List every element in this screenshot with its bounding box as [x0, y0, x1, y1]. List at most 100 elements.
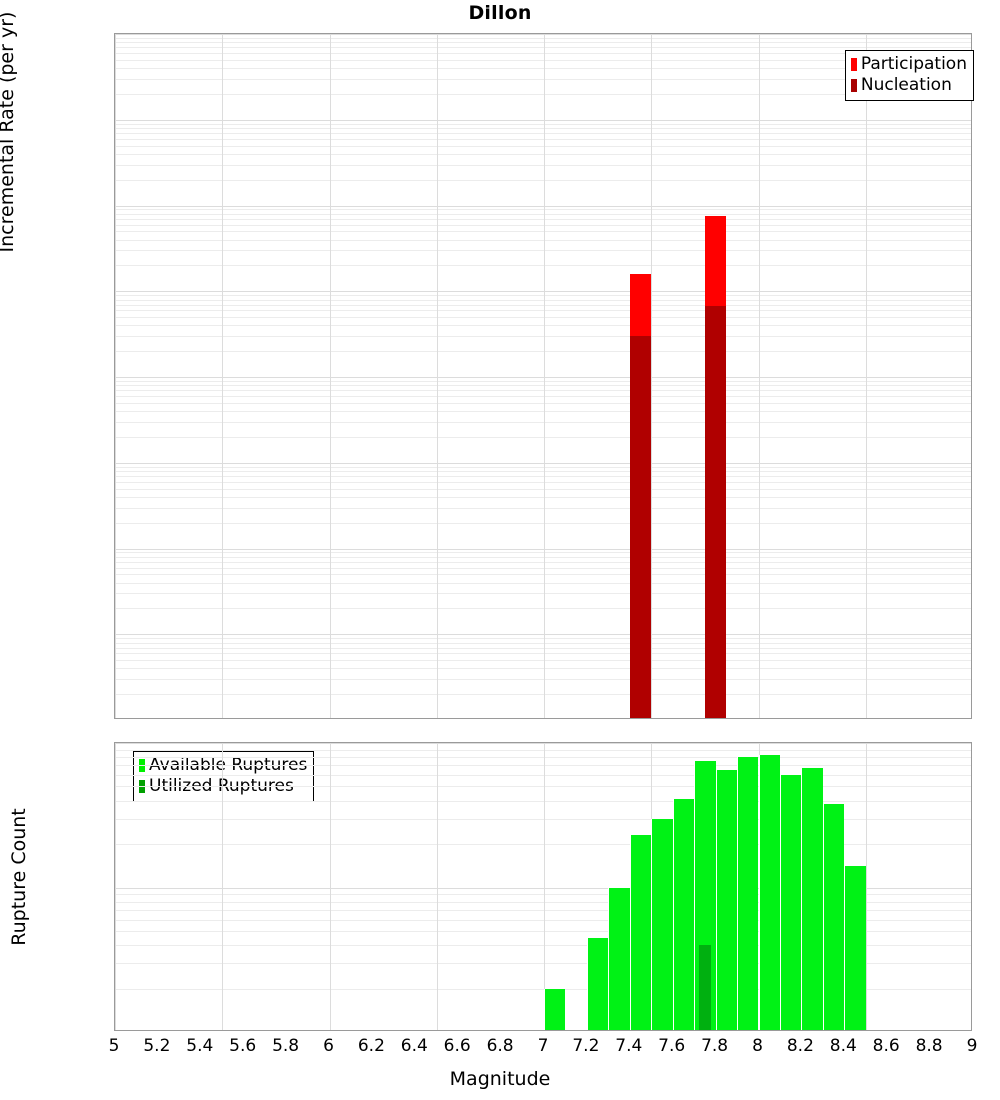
gridline-horizontal-minor [115, 765, 971, 767]
gridline-horizontal-minor [115, 653, 971, 655]
x-tick: 6.2 [357, 1036, 385, 1056]
legend-swatch-icon [850, 58, 857, 71]
gridline-horizontal-minor [115, 593, 971, 595]
incremental-rate-legend-item[interactable]: Nucleation [850, 75, 967, 96]
x-tick: 7.2 [572, 1036, 600, 1056]
x-tick: 8.2 [786, 1036, 814, 1056]
page-title: Dillon [468, 2, 532, 24]
gridline-vertical [115, 743, 116, 1030]
gridline-horizontal-minor [115, 507, 971, 509]
x-tick: 6.4 [400, 1036, 428, 1056]
gridline-horizontal-minor [115, 749, 971, 751]
gridline-horizontal-minor [115, 123, 971, 125]
gridline-horizontal-minor [115, 78, 971, 80]
x-tick: 8.8 [915, 1036, 943, 1056]
x-tick: 8.4 [829, 1036, 857, 1056]
gridline-horizontal-minor [115, 317, 971, 319]
gridline-horizontal-minor [115, 380, 971, 382]
gridline-horizontal-minor [115, 59, 971, 61]
bottom-y-axis-label: Rupture Count [8, 808, 30, 946]
gridline-vertical [758, 34, 760, 718]
gridline-horizontal-minor [115, 310, 971, 312]
gridline-horizontal-minor [115, 481, 971, 483]
gridline-vertical [329, 743, 331, 1030]
legend-incremental-rate: Participation Nucleation [844, 50, 974, 101]
gridline-horizontal-minor [115, 179, 971, 181]
gridline-horizontal [115, 548, 971, 550]
available-ruptures-bar [737, 757, 759, 1030]
x-tick: 5.4 [186, 1036, 214, 1056]
legend-label: Utilized Ruptures [149, 776, 294, 796]
x-tick: 5 [108, 1036, 120, 1056]
x-tick: 8.6 [872, 1036, 900, 1056]
gridline-horizontal [115, 205, 971, 207]
gridline-horizontal-minor [115, 145, 971, 147]
available-ruptures-bar [715, 770, 738, 1030]
gridline-horizontal-minor [115, 402, 971, 404]
gridline-horizontal-minor [115, 231, 971, 233]
gridline-horizontal-minor [115, 647, 971, 649]
top-y-axis-label: Incremental Rate (per yr) [0, 11, 18, 253]
gridline-horizontal-minor [115, 47, 971, 49]
gridline-horizontal-minor [115, 68, 971, 70]
legend-rupture-count: Available Ruptures Utilized Ruptures [133, 751, 315, 802]
available-ruptures-bar [544, 988, 566, 1030]
x-tick: 5.8 [272, 1036, 300, 1056]
x-tick: 7.4 [615, 1036, 643, 1056]
gridline-horizontal-minor [115, 385, 971, 387]
gridline-horizontal [115, 291, 971, 293]
gridline-vertical [865, 743, 867, 1030]
available-ruptures-bar [801, 768, 823, 1030]
legend-label: Participation [860, 54, 967, 74]
gridline-horizontal-minor [115, 476, 971, 478]
gridline-horizontal-minor [115, 42, 971, 44]
gridline-horizontal-minor [115, 496, 971, 498]
gridline-horizontal-minor [115, 128, 971, 130]
utilized-ruptures-bar [698, 945, 712, 1030]
available-ruptures-bar [608, 887, 630, 1030]
gridline-horizontal [115, 377, 971, 378]
gridline-horizontal-minor [115, 93, 971, 95]
gridline-horizontal [115, 887, 971, 889]
gridline-horizontal-minor [115, 436, 971, 438]
gridline-vertical [544, 743, 545, 1030]
legend-swatch-icon [850, 79, 857, 92]
gridline-horizontal-minor [115, 679, 971, 681]
gridline-horizontal-minor [115, 567, 971, 569]
gridline-horizontal-minor [115, 988, 971, 990]
gridline-horizontal-minor [115, 894, 971, 896]
x-tick: 6 [323, 1036, 334, 1056]
incremental-rate-legend-item[interactable]: Participation [850, 54, 967, 75]
nucleation-bar [704, 305, 727, 718]
gridline-horizontal [115, 119, 971, 121]
incremental-rate-plot [114, 33, 972, 719]
gridline-horizontal-minor [115, 153, 971, 155]
gridline-horizontal-minor [115, 608, 971, 610]
gridline-horizontal-minor [115, 411, 971, 413]
gridline-vertical [544, 34, 545, 718]
x-tick: 7 [537, 1036, 549, 1056]
x-tick: 6.6 [443, 1036, 471, 1056]
available-ruptures-bar [586, 937, 609, 1030]
gridline-horizontal-minor [115, 213, 971, 215]
nucleation-bar [629, 336, 652, 718]
legend-label: Available Ruptures [149, 755, 308, 775]
gridline-horizontal-minor [115, 37, 971, 39]
gridline-horizontal-minor [115, 295, 971, 297]
gridline-horizontal-minor [115, 138, 971, 140]
gridline-horizontal-minor [115, 556, 971, 558]
available-ruptures-bar [629, 835, 652, 1030]
gridline-horizontal-minor [115, 421, 971, 423]
available-ruptures-bar [758, 755, 780, 1030]
gridline-horizontal-minor [115, 224, 971, 226]
gridline-horizontal-minor [115, 844, 971, 845]
gridline-horizontal-minor [115, 775, 971, 777]
gridline-horizontal-minor [115, 209, 971, 211]
gridline-horizontal-minor [115, 786, 971, 788]
gridline-horizontal [115, 743, 971, 744]
gridline-horizontal-minor [115, 561, 971, 563]
gridline-horizontal-minor [115, 522, 971, 524]
gridline-horizontal-minor [115, 638, 971, 640]
x-tick: 6.8 [486, 1036, 514, 1056]
gridline-horizontal-minor [115, 250, 971, 252]
